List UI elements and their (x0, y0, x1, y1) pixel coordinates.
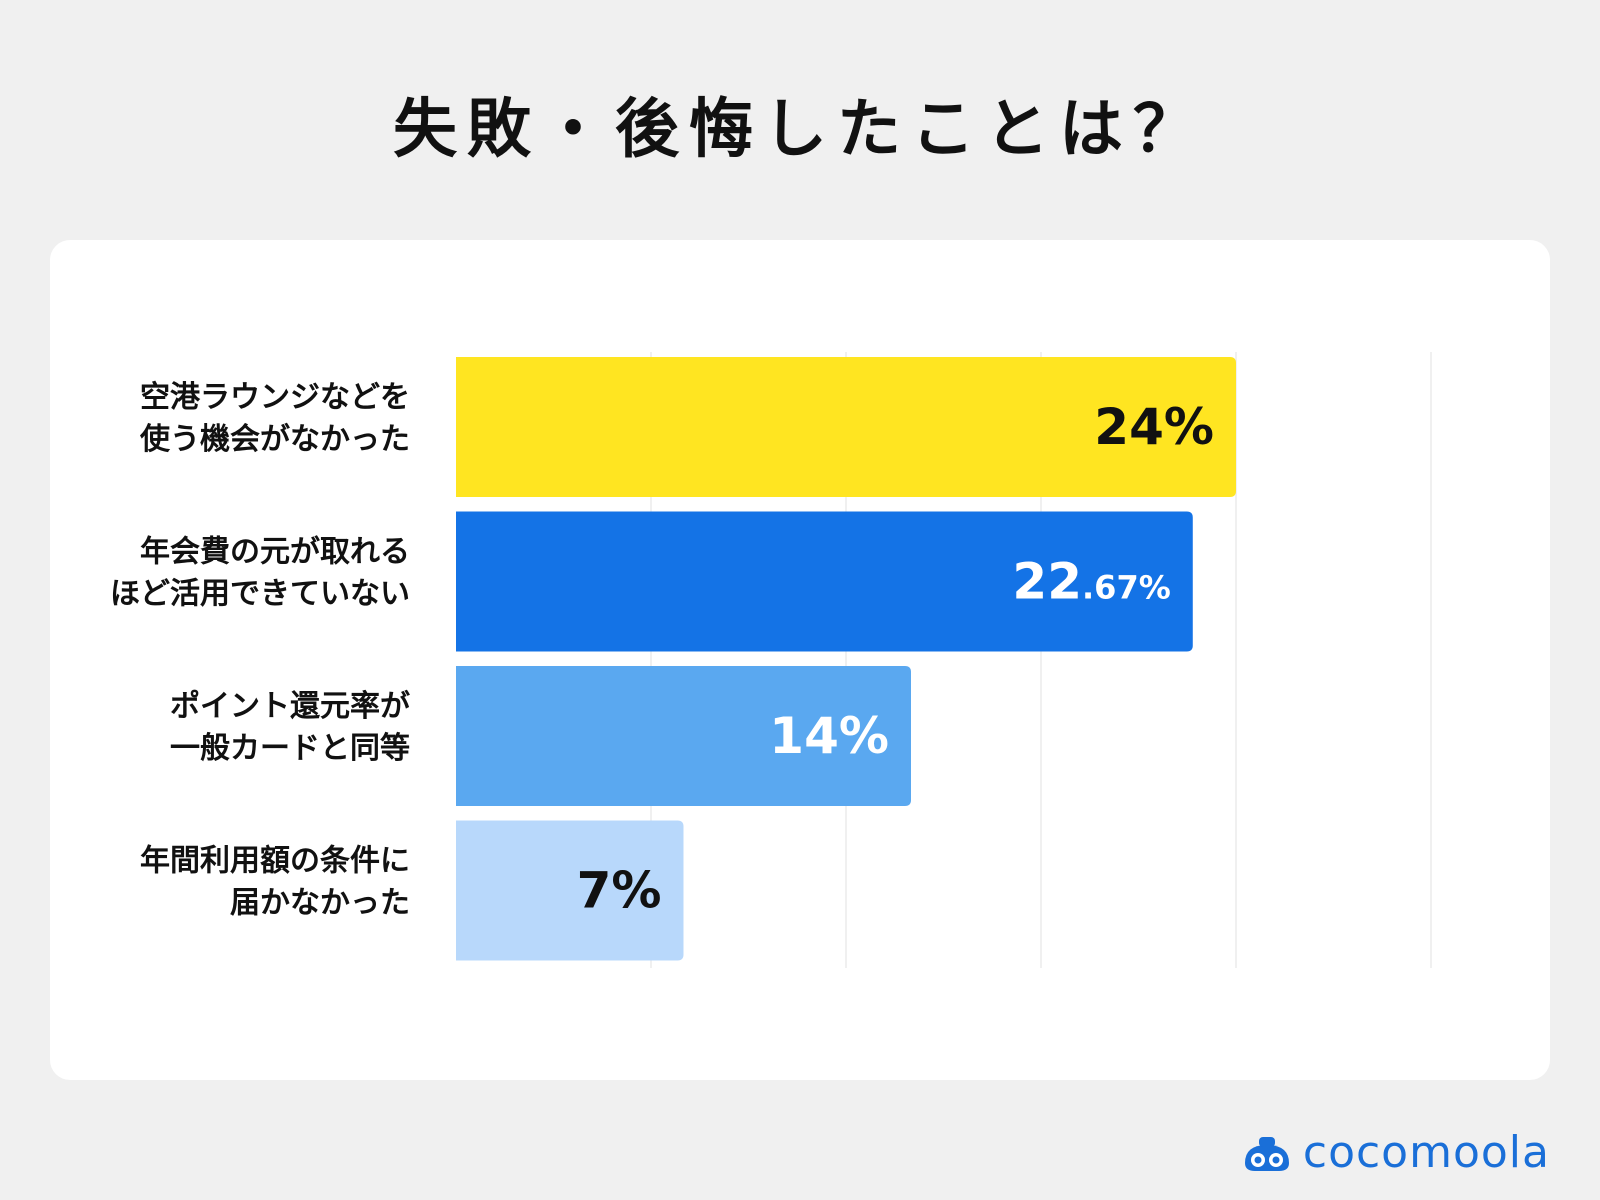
category-label: ほど活用できていない (110, 577, 410, 612)
bar-value-label: 22.67% (1012, 553, 1170, 611)
bar (456, 666, 911, 806)
brand-logo: cocomoola (1239, 1127, 1550, 1178)
category-label: 年会費の元が取れる (140, 535, 410, 570)
bar (456, 357, 1236, 497)
bar-value-label: 14% (769, 707, 889, 765)
category-label: 届かなかった (230, 886, 410, 921)
page-title: 失敗・後悔したことは？ (393, 93, 1207, 167)
category-label: 空港ラウンジなどを (140, 380, 410, 415)
category-label: 使う機会がなかった (139, 422, 410, 457)
bar (456, 511, 1193, 652)
category-label: 年間利用額の条件に (140, 844, 410, 879)
bar (456, 820, 684, 961)
category-label: ポイント還元率が (170, 689, 410, 724)
brand-name: cocomoola (1302, 1127, 1550, 1178)
category-label: 一般カードと同等 (170, 731, 410, 766)
bar-value-label: 24% (1094, 398, 1214, 456)
bar-value-label: 7% (577, 862, 662, 920)
cocomoola-logo-icon (1244, 1136, 1289, 1171)
